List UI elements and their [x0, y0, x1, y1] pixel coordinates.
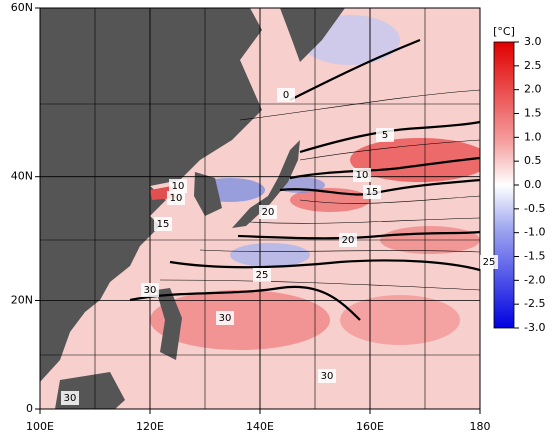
- colorbar-tick-label: 1.5: [524, 107, 542, 120]
- contour-label: 20: [262, 207, 275, 218]
- contour-label: 10: [170, 193, 183, 204]
- colorbar-tick-label: -3.0: [524, 321, 545, 334]
- contour-label: 0: [283, 90, 289, 101]
- contour-label-bg: [61, 391, 79, 405]
- colorbar-tick-label: -2.5: [524, 297, 545, 310]
- contour-label-bg: [169, 179, 187, 193]
- colorbar-tick-label: -1.0: [524, 226, 545, 239]
- colorbar-tick-label: 0.0: [524, 178, 542, 191]
- contour-label-bg: [318, 369, 336, 383]
- contour-label-bg: [216, 311, 234, 325]
- colorbar: [493, 41, 515, 329]
- contour-label-bg: [353, 168, 371, 182]
- contour-label-bg: [363, 185, 381, 199]
- colorbar-tick-label: -1.5: [524, 250, 545, 263]
- lat-tick-label: 20N: [11, 293, 33, 306]
- lon-tick-label: 120E: [136, 420, 164, 433]
- contour-label-bg: [154, 217, 172, 231]
- colorbar-tick-label: 2.0: [524, 83, 542, 96]
- contour-label-bg: [376, 128, 394, 142]
- colorbar-tick-label: -2.0: [524, 273, 545, 286]
- colorbar-tick-label: 0.5: [524, 154, 542, 167]
- colorbar-tick-label: -0.5: [524, 202, 545, 215]
- contour-label: 10: [172, 181, 185, 192]
- lon-tick-label: 100E: [26, 420, 54, 433]
- lon-tick-label: 180: [470, 420, 491, 433]
- contour-label-bg: [141, 283, 159, 297]
- lat-tick-label: 0: [26, 402, 33, 415]
- lat-tick-label: 60N: [11, 1, 33, 14]
- contour-label: 25: [256, 270, 269, 281]
- contour-label: 30: [321, 371, 334, 382]
- lon-tick-label: 160E: [356, 420, 384, 433]
- contour-label: 30: [219, 313, 232, 324]
- lon-tick-label: 140E: [246, 420, 274, 433]
- contour-label: 10: [356, 170, 369, 181]
- lat-tick-label: 40N: [11, 170, 33, 183]
- contour-label: 25: [483, 257, 496, 268]
- contour-label-bg: [480, 255, 498, 269]
- contour-label: 30: [144, 285, 157, 296]
- colorbar-unit: [°C]: [493, 25, 515, 38]
- contour-label-bg: [339, 233, 357, 247]
- contour-label-bg: [259, 205, 277, 219]
- contour-label: 20: [342, 235, 355, 246]
- colorbar-tick-label: 3.0: [524, 35, 542, 48]
- contour-label: 5: [382, 130, 388, 141]
- colorbar-tick-label: 2.5: [524, 59, 542, 72]
- contour-label: 30: [64, 393, 77, 404]
- contour-label-bg: [167, 191, 185, 205]
- contour-label-bg: [253, 268, 271, 282]
- contour-label: 15: [157, 219, 170, 230]
- contour-label: 15: [366, 187, 379, 198]
- contour-label-bg: [277, 88, 295, 102]
- colorbar-tick-label: 1.0: [524, 130, 542, 143]
